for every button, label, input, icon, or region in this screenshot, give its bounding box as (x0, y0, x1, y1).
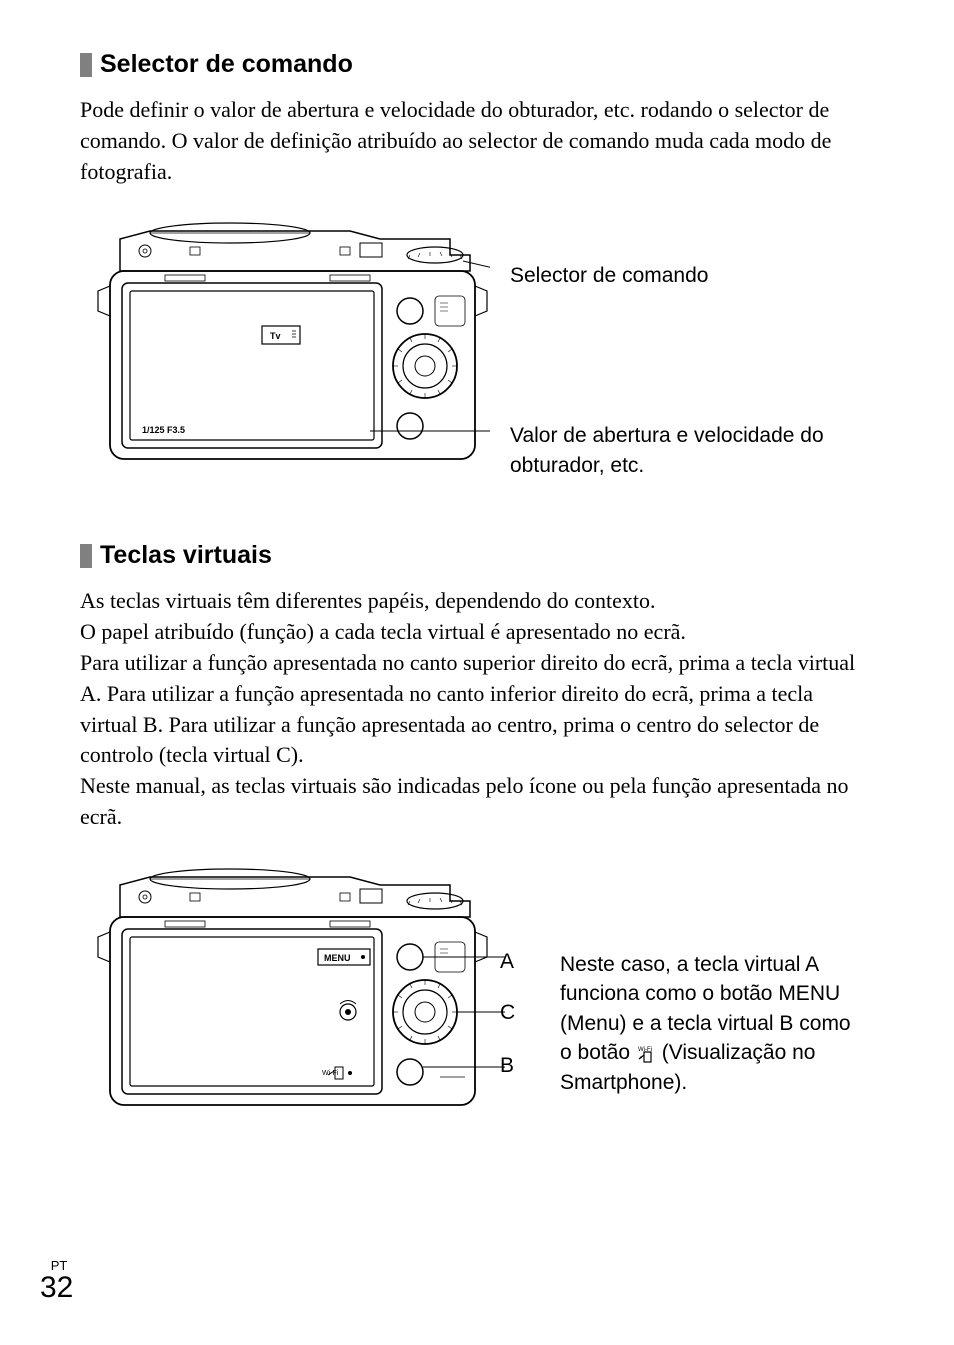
section-heading-1: Selector de comando (80, 50, 874, 79)
section-1-body: Pode definir o valor de abertura e veloc… (80, 95, 874, 187)
heading-2-text: Teclas virtuais (100, 541, 272, 570)
section-2-body: As teclas virtuais têm diferentes papéis… (80, 586, 874, 832)
page-footer: PT 32 (40, 1258, 73, 1305)
camera-back-diagram-1: Tv 1/125 F3.5 (90, 211, 490, 481)
screen-mode-label: Tv (270, 331, 281, 341)
screen-menu-label: MENU (324, 953, 351, 963)
callout-valor-abertura: Valor de abertura e velocidade do obtura… (510, 421, 870, 480)
marker-c: C (500, 1001, 515, 1025)
marker-b: B (500, 1054, 514, 1078)
heading-bar-icon (80, 544, 92, 568)
camera-back-diagram-2: MENU Wi-Fi (90, 857, 530, 1127)
wifi-smartphone-icon: Wi-Fi (636, 1039, 656, 1068)
heading-1-text: Selector de comando (100, 50, 353, 79)
explanation-text: Neste caso, a tecla virtual A funciona c… (560, 950, 860, 1098)
screen-values-label: 1/125 F3.5 (142, 425, 185, 435)
diagram-selector-comando: Tv 1/125 F3.5 (80, 211, 874, 491)
heading-bar-icon (80, 53, 92, 77)
marker-a: A (500, 950, 514, 974)
footer-page-number: 32 (40, 1271, 73, 1305)
callout-selector-comando: Selector de comando (510, 264, 708, 288)
diagram-teclas-virtuais: MENU Wi-Fi (80, 857, 874, 1157)
section-heading-2: Teclas virtuais (80, 541, 874, 570)
